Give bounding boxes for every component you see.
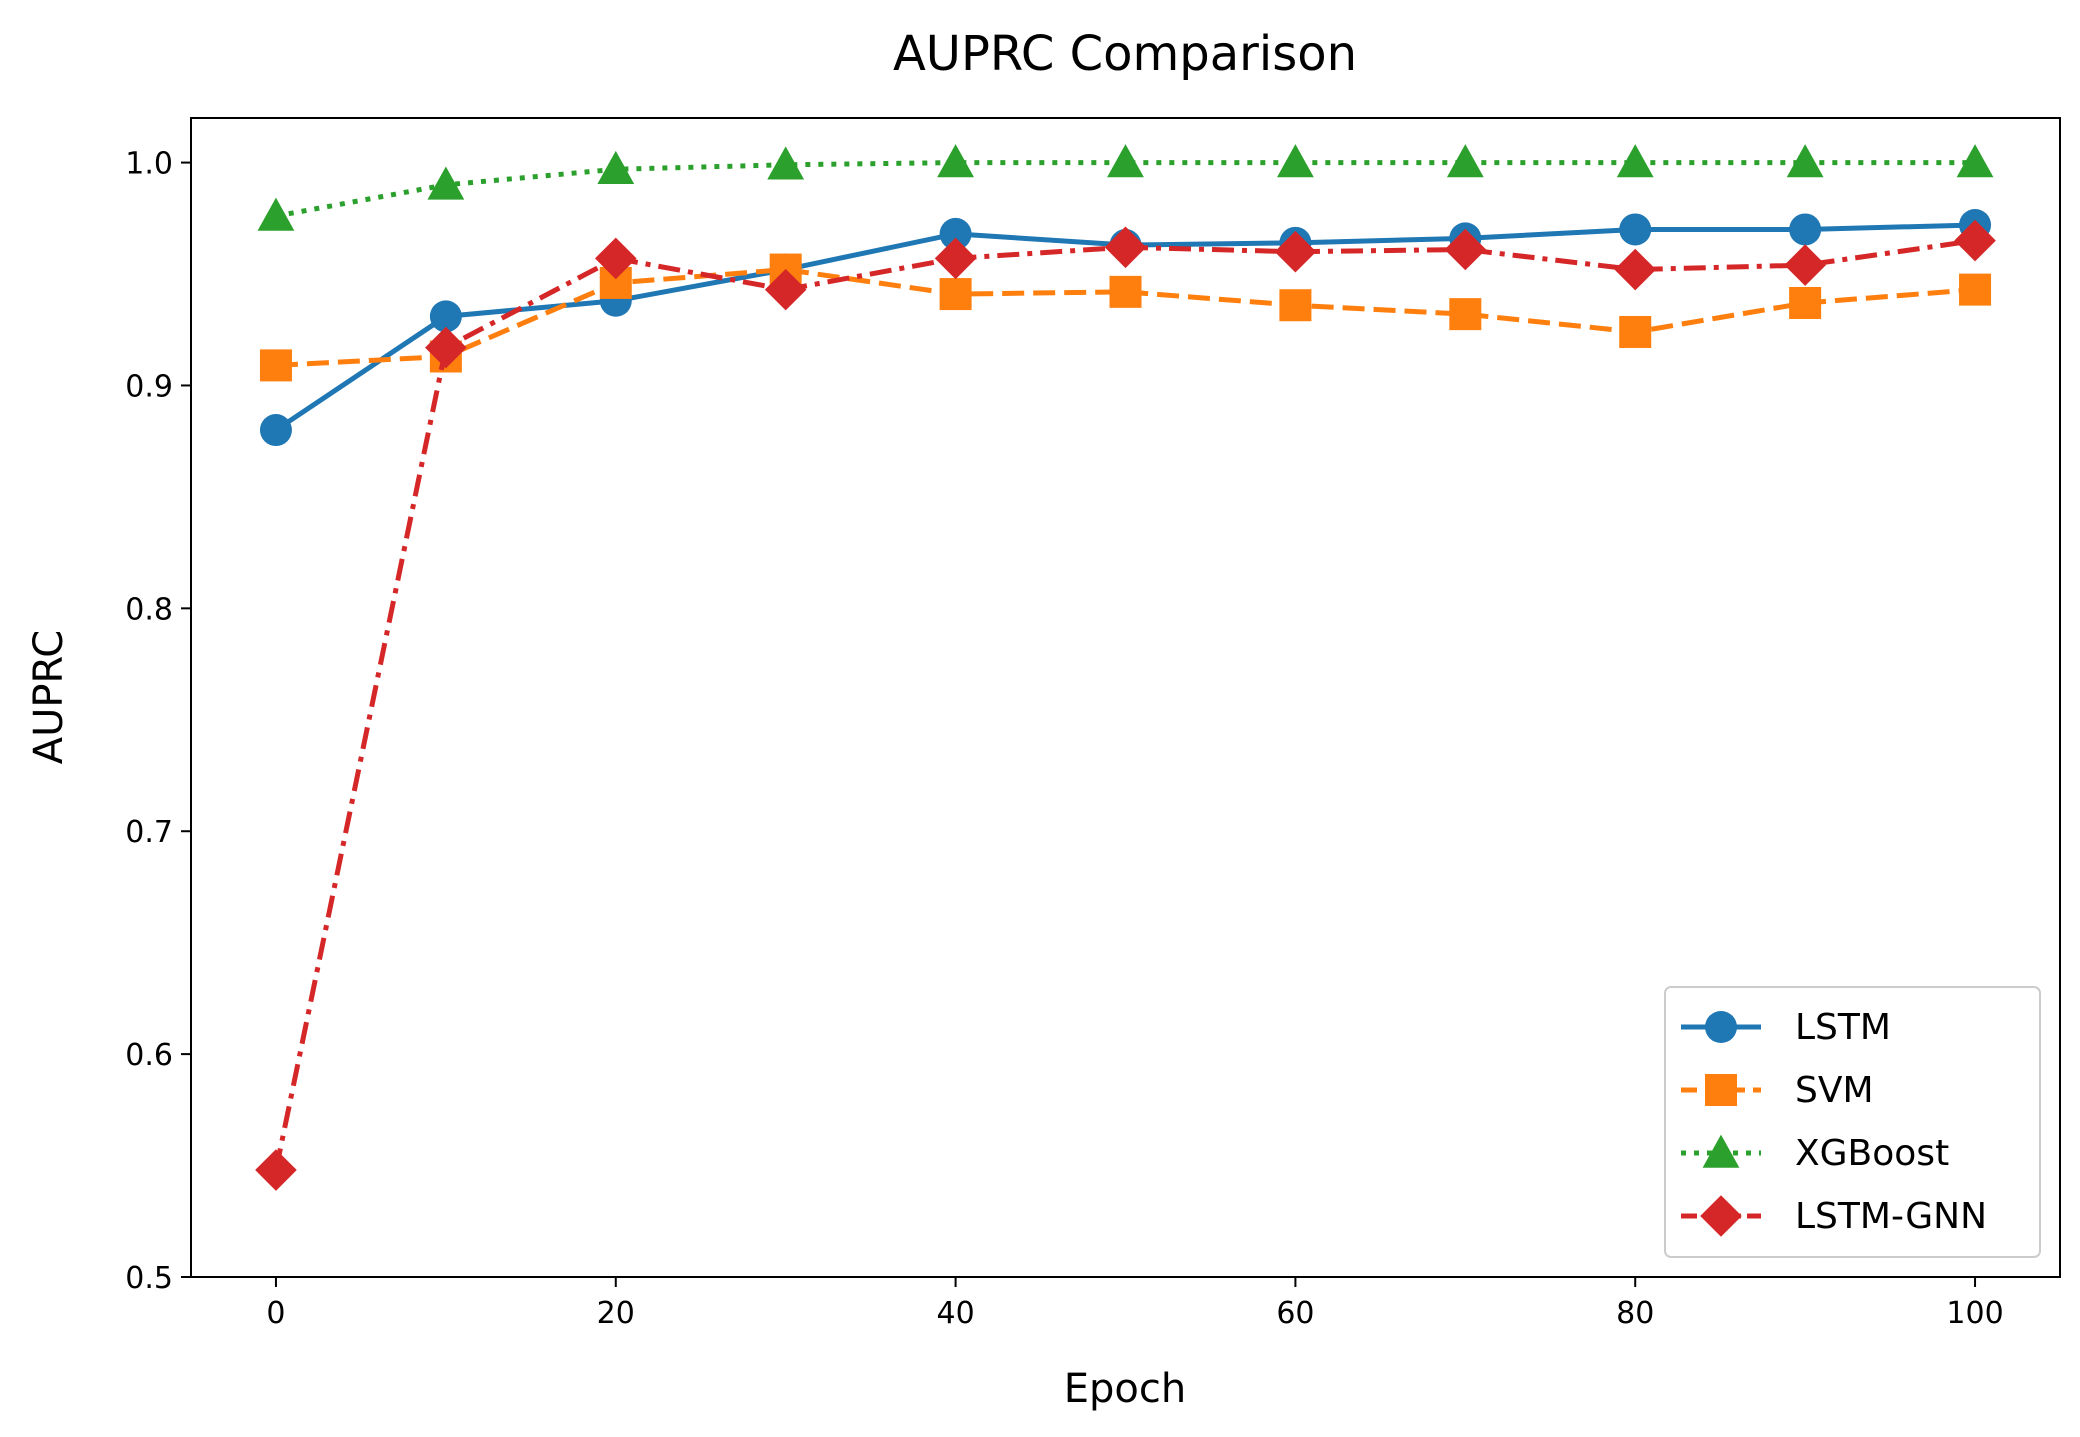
data-point-lstm <box>939 217 972 250</box>
data-point-lstm-gnn <box>1784 244 1826 286</box>
data-point-xgboost <box>597 150 635 184</box>
data-point-xgboost <box>1107 144 1144 178</box>
data-point-xgboost <box>1277 144 1314 178</box>
x-tick-label: 40 <box>936 1296 974 1331</box>
x-axis-label: Epoch <box>1064 1366 1186 1412</box>
series-svm <box>259 253 1992 382</box>
data-point-lstm <box>1619 213 1652 246</box>
x-tick-label: 60 <box>1276 1296 1314 1331</box>
data-point-lstm-gnn <box>934 237 977 280</box>
data-point-svm <box>1959 273 1992 306</box>
series-lstm-gnn <box>255 219 1996 1191</box>
legend-item-lstm-gnn: LSTM-GNN <box>1681 1195 1987 1237</box>
y-tick-label: 0.6 <box>125 1038 173 1073</box>
data-point-lstm-gnn <box>764 268 807 311</box>
data-point-lstm-gnn <box>1444 228 1487 271</box>
data-point-lstm <box>429 300 462 333</box>
data-point-xgboost <box>1786 144 1824 178</box>
y-axis-label: AUPRC <box>26 630 72 765</box>
chart-title: AUPRC Comparison <box>893 26 1357 82</box>
data-point-xgboost <box>1616 144 1654 178</box>
legend: LSTM SVM XGBoost LSTM-GNN <box>1664 986 2041 1258</box>
legend-item-xgboost: XGBoost <box>1681 1133 1949 1174</box>
data-point-svm <box>1279 289 1312 322</box>
data-point-lstm <box>259 414 292 447</box>
legend-label: LSTM <box>1795 1007 1891 1048</box>
data-point-svm <box>1109 275 1142 308</box>
data-point-xgboost <box>1446 144 1484 178</box>
legend-marker <box>1705 1074 1737 1106</box>
y-tick-label: 0.9 <box>125 369 173 404</box>
y-tick-label: 0.7 <box>125 815 173 850</box>
data-point-svm <box>939 278 972 311</box>
data-point-lstm-gnn <box>1954 219 1996 262</box>
data-point-xgboost <box>767 146 805 180</box>
legend-box <box>1664 986 2041 1258</box>
data-point-lstm-gnn <box>1614 248 1657 291</box>
legend-marker <box>1705 1011 1737 1043</box>
x-axis: 0 20 40 60 80 100 <box>266 1277 2004 1331</box>
y-tick-label: 0.8 <box>125 592 173 627</box>
legend-item-svm: SVM <box>1681 1070 1874 1111</box>
data-point-svm <box>1449 298 1482 331</box>
series-line-xgboost <box>275 160 1976 219</box>
x-tick-label: 80 <box>1616 1296 1654 1331</box>
plot-area <box>255 144 1996 1191</box>
data-point-lstm <box>1789 213 1822 246</box>
series-line-lstm-gnn <box>273 238 1976 1171</box>
series-line-svm <box>275 267 1976 368</box>
legend-label: XGBoost <box>1795 1133 1949 1174</box>
legend-label: LSTM-GNN <box>1795 1196 1987 1237</box>
x-tick-label: 100 <box>1946 1296 2003 1331</box>
x-tick-label: 20 <box>597 1296 635 1331</box>
legend-label: SVM <box>1795 1070 1874 1111</box>
plot-frame <box>190 117 2061 1278</box>
data-point-svm <box>1619 315 1652 348</box>
data-point-xgboost <box>937 144 974 178</box>
legend-marker <box>1702 1134 1740 1168</box>
data-point-lstm-gnn <box>1104 226 1147 269</box>
legend-marker <box>1700 1195 1742 1237</box>
data-point-lstm-gnn <box>594 237 637 280</box>
x-tick-label: 0 <box>266 1296 285 1331</box>
data-point-xgboost <box>257 197 295 231</box>
data-point-lstm-gnn <box>255 1149 297 1191</box>
y-axis: 0.5 0.6 0.7 0.8 0.9 1.0 <box>125 147 191 1296</box>
legend-item-lstm: LSTM <box>1681 1007 1891 1048</box>
data-point-xgboost <box>427 166 465 200</box>
data-point-lstm-gnn <box>425 326 467 369</box>
data-point-svm <box>1789 286 1822 319</box>
y-tick-label: 1.0 <box>125 147 173 182</box>
y-tick-label: 0.5 <box>125 1261 173 1296</box>
data-point-svm <box>259 349 292 382</box>
data-point-lstm-gnn <box>1274 230 1317 273</box>
data-point-xgboost <box>1956 144 1994 178</box>
series-xgboost <box>257 144 1994 231</box>
